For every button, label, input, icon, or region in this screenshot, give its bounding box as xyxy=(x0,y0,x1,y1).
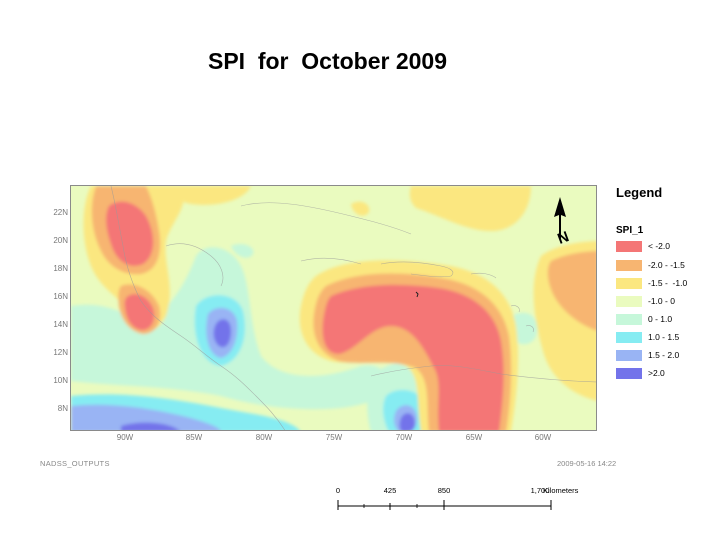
lon-label-65w: 65W xyxy=(465,433,483,442)
footer-source: NADSS_OUTPUTS xyxy=(40,459,110,468)
lat-label-18n: 18N xyxy=(53,264,68,273)
spi-zone-very-wet-3 xyxy=(121,422,179,430)
spi-zone-dry-2 xyxy=(171,186,251,205)
legend-label: -1.5 - -1.0 xyxy=(648,278,688,288)
legend-swatch xyxy=(616,278,642,289)
legend-layer-name: SPI_1 xyxy=(616,225,644,236)
lat-label-20n: 20N xyxy=(53,236,68,245)
legend-label: < -2.0 xyxy=(648,241,670,251)
scale-tick-850: 850 xyxy=(437,486,451,495)
scale-tick-0: 0 xyxy=(335,486,341,495)
coastlines xyxy=(110,186,596,430)
lon-label-60w: 60W xyxy=(534,433,552,442)
lat-label-12n: 12N xyxy=(53,348,68,357)
lat-label-22n: 22N xyxy=(53,208,68,217)
legend-label: 1.0 - 1.5 xyxy=(648,332,680,342)
legend-swatch xyxy=(616,350,642,361)
north-arrow-icon: N xyxy=(548,195,572,256)
scale-tick-1700: 1,700 xyxy=(530,486,550,495)
legend-label: 1.5 - 2.0 xyxy=(648,350,680,360)
legend-swatch xyxy=(616,332,642,343)
lon-label-70w: 70W xyxy=(395,433,413,442)
spi-zone-wetter-2 xyxy=(71,404,221,430)
spi-zone-very-wet-2 xyxy=(399,413,415,430)
spi-map-canvas xyxy=(71,186,596,430)
lon-label-80w: 80W xyxy=(255,433,273,442)
scale-units: Kilometers xyxy=(543,486,579,495)
legend-label: -1.0 - 0 xyxy=(648,296,675,306)
legend-swatch xyxy=(616,296,642,307)
legend-label: >2.0 xyxy=(648,368,665,378)
page-title: SPI for October 2009 xyxy=(207,48,448,74)
legend-swatch xyxy=(616,260,642,271)
lon-label-90w: 90W xyxy=(116,433,134,442)
scale-tick-425: 425 xyxy=(383,486,397,495)
lat-label-8n: 8N xyxy=(57,404,68,413)
legend-label: -2.0 - -1.5 xyxy=(648,260,685,270)
legend-swatch xyxy=(616,368,642,379)
spi-zone-severe-2 xyxy=(124,294,155,331)
lon-label-75w: 75W xyxy=(325,433,343,442)
lon-label-85w: 85W xyxy=(185,433,203,442)
spi-zone-very-wet-1 xyxy=(213,319,231,348)
scale-bar-graphic xyxy=(337,500,552,510)
lat-label-10n: 10N xyxy=(53,376,68,385)
lat-label-16n: 16N xyxy=(53,292,68,301)
legend-swatch xyxy=(616,314,642,325)
lat-label-14n: 14N xyxy=(53,320,68,329)
legend-swatch xyxy=(616,241,642,252)
spi-zone-wet-islet xyxy=(231,243,254,258)
island-mark xyxy=(415,291,419,298)
spi-map xyxy=(70,185,597,431)
footer-timestamp: 2009-05-16 14:22 xyxy=(557,459,617,468)
spi-zone-severe-3 xyxy=(322,284,504,430)
legend-title: Legend xyxy=(616,185,663,200)
spi-zone-dry-6 xyxy=(351,201,370,216)
north-arrow-letter: N xyxy=(555,228,571,248)
legend-label: 0 - 1.0 xyxy=(648,314,673,324)
spi-zone-dry-3 xyxy=(409,186,531,231)
spi-zone-drier-4 xyxy=(547,251,596,331)
spi-zone-wet-east xyxy=(511,312,538,345)
